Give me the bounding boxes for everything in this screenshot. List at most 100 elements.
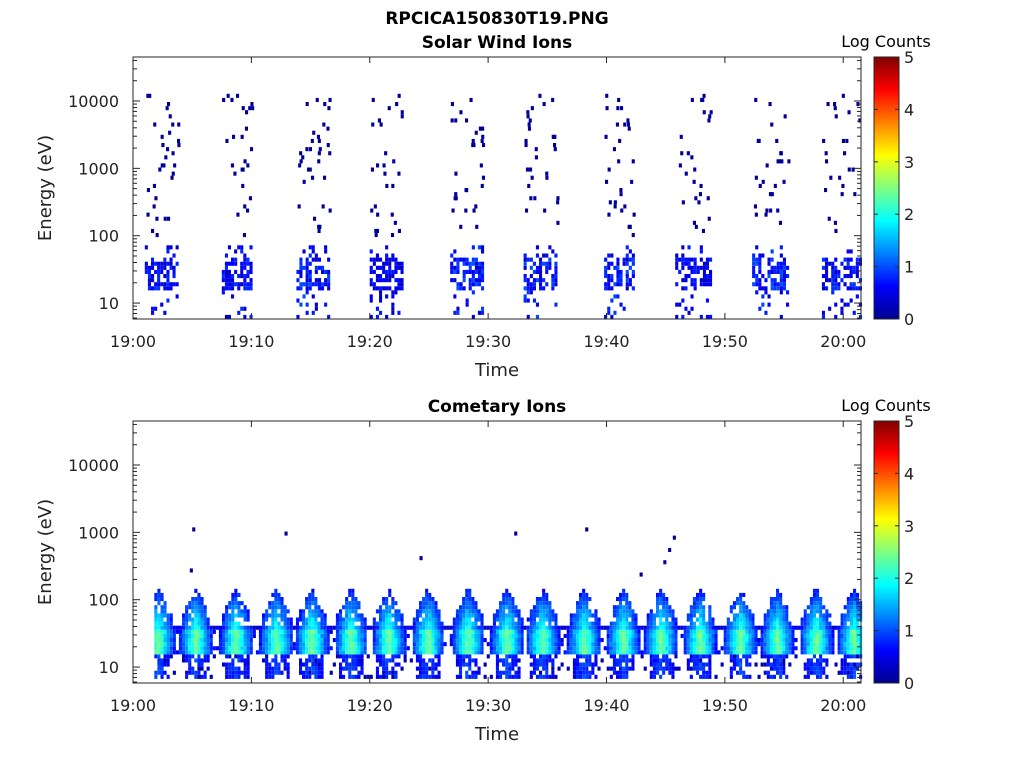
heatmap-cell: [527, 126, 531, 131]
heatmap-cell: [779, 265, 783, 270]
heatmap-cell: [471, 143, 475, 148]
heatmap-cell: [594, 625, 598, 630]
heatmap-cell: [428, 617, 432, 622]
heatmap-cell: [268, 650, 272, 655]
heatmap-cell: [619, 646, 623, 651]
heatmap-cell: [274, 617, 278, 622]
heatmap-cell: [289, 642, 293, 647]
heatmap-cell: [806, 646, 810, 651]
heatmap-cell: [357, 670, 361, 675]
heatmap-cell: [849, 654, 853, 659]
heatmap-cell: [634, 642, 638, 647]
heatmap-cell: [812, 662, 816, 667]
heatmap-cell: [182, 633, 186, 638]
heatmap-cell: [284, 531, 288, 536]
heatmap-cell: [366, 625, 370, 630]
heatmap-cell: [528, 118, 532, 123]
heatmap-cell: [604, 265, 608, 270]
heatmap-cell: [391, 605, 395, 610]
heatmap-cell: [554, 629, 558, 634]
heatmap-cell: [631, 621, 635, 626]
heatmap-cell: [631, 261, 635, 266]
heatmap-cell: [157, 658, 161, 663]
heatmap-cell: [545, 674, 549, 679]
heatmap-cell: [631, 662, 635, 667]
heatmap-cell: [699, 642, 703, 647]
heatmap-cell: [369, 674, 373, 679]
heatmap-cell: [157, 261, 161, 266]
heatmap-cell: [175, 650, 179, 655]
heatmap-cell: [477, 650, 481, 655]
heatmap-cell: [699, 662, 703, 667]
heatmap-cell: [656, 662, 660, 667]
heatmap-cell: [265, 609, 269, 614]
heatmap-cell: [800, 646, 804, 651]
heatmap-cell: [394, 617, 398, 622]
heatmap-cell: [622, 306, 626, 311]
heatmap-cell: [557, 638, 561, 643]
heatmap-cell: [236, 212, 240, 217]
heatmap-cell: [194, 605, 198, 610]
heatmap-cell: [585, 617, 589, 622]
heatmap-cell: [308, 617, 312, 622]
heatmap-cell: [671, 629, 675, 634]
heatmap-cell: [283, 642, 287, 647]
heatmap-cell: [766, 625, 770, 630]
heatmap-cell: [412, 621, 416, 626]
heatmap-cell: [274, 613, 278, 618]
heatmap-cell: [523, 253, 527, 258]
heatmap-cell: [391, 294, 395, 299]
heatmap-cell: [742, 629, 746, 634]
heatmap-cell: [172, 269, 176, 274]
heatmap-cell: [200, 621, 204, 626]
heatmap-cell: [787, 159, 791, 164]
heatmap-cell: [612, 605, 616, 610]
heatmap-cell: [551, 642, 555, 647]
heatmap-cell: [289, 650, 293, 655]
heatmap-cell: [188, 613, 192, 618]
heatmap-cell: [705, 654, 709, 659]
heatmap-cell: [234, 666, 238, 671]
heatmap-cell: [775, 138, 779, 143]
heatmap-cell: [665, 629, 669, 634]
heatmap-cell: [776, 208, 780, 213]
heatmap-cell: [649, 646, 653, 651]
heatmap-cell: [662, 658, 666, 663]
heatmap-cell: [394, 257, 398, 262]
heatmap-cell: [241, 183, 245, 188]
heatmap-cell: [705, 257, 709, 262]
heatmap-cell: [258, 642, 262, 647]
heatmap-cell: [812, 613, 816, 618]
heatmap-cell: [175, 294, 179, 299]
heatmap-cell: [160, 658, 164, 663]
heatmap-cell: [268, 638, 272, 643]
heatmap-cell: [692, 662, 696, 667]
heatmap-cell: [233, 171, 237, 176]
heatmap-cell: [681, 314, 685, 319]
heatmap-cell: [846, 642, 850, 647]
heatmap-cell: [354, 666, 358, 671]
heatmap-cell: [197, 633, 201, 638]
heatmap-cell: [299, 625, 303, 630]
heatmap-cell: [689, 625, 693, 630]
heatmap-cell: [524, 138, 528, 143]
heatmap-cell: [662, 601, 666, 606]
heatmap-cell: [357, 662, 361, 667]
heatmap-cell: [311, 601, 315, 606]
heatmap-cell: [809, 625, 813, 630]
heatmap-cell: [462, 278, 466, 283]
heatmap-cell: [689, 617, 693, 622]
heatmap-cell: [548, 609, 552, 614]
heatmap-cell: [843, 613, 847, 618]
heatmap-cell: [415, 613, 419, 618]
heatmap-cell: [699, 282, 703, 287]
heatmap-cell: [327, 106, 331, 111]
heatmap-cell: [690, 282, 694, 287]
heatmap-cell: [258, 629, 262, 634]
heatmap-cell: [474, 646, 478, 651]
heatmap-cell: [203, 633, 207, 638]
heatmap-cell: [151, 265, 155, 270]
heatmap-cell: [748, 617, 752, 622]
heatmap-cell: [726, 642, 730, 647]
heatmap-cell: [324, 269, 328, 274]
